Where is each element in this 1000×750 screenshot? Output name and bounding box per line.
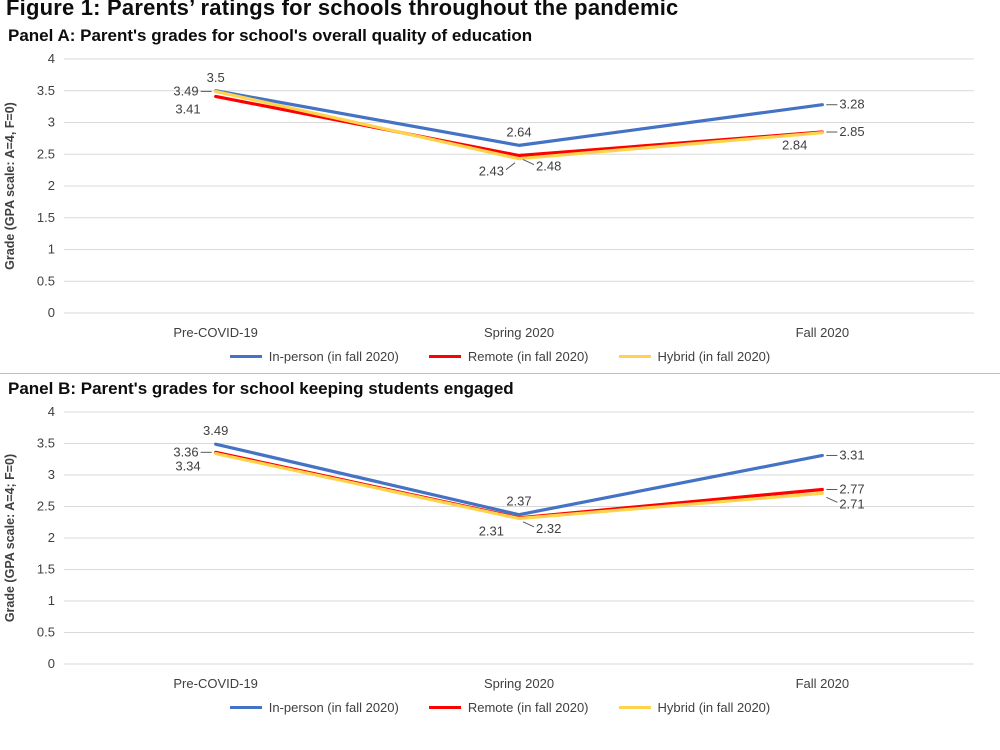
x-category-label: Pre-COVID-19 — [173, 676, 258, 691]
label-leader-line — [522, 521, 535, 528]
y-axis-label: Grade (GPA scale: A=4; F=0) — [3, 454, 17, 622]
y-axis-label: Grade (GPA scale: A=4, F=0) — [3, 102, 17, 270]
x-category-label: Fall 2020 — [796, 325, 849, 340]
data-label: 3.28 — [839, 97, 864, 112]
data-label: 3.49 — [203, 423, 228, 438]
y-tick-label: 1.5 — [37, 210, 55, 225]
y-tick-label: 1 — [48, 242, 55, 257]
y-tick-label: 0.5 — [37, 625, 55, 640]
data-label: 2.48 — [536, 159, 561, 174]
legend-label: In-person (in fall 2020) — [268, 700, 399, 715]
x-category-label: Spring 2020 — [484, 676, 554, 691]
y-tick-label: 2.5 — [37, 499, 55, 514]
figure-title: Figure 1: Parents’ ratings for schools t… — [6, 0, 679, 20]
panel-b: Panel B: Parent's grades for school keep… — [0, 379, 1000, 715]
series-line — [214, 451, 824, 521]
label-leader-line — [505, 162, 516, 171]
legend-item: In-person (in fall 2020) — [229, 349, 399, 364]
legend-label: In-person (in fall 2020) — [268, 349, 399, 364]
y-tick-label: 2 — [48, 178, 55, 193]
y-tick-label: 1.5 — [37, 562, 55, 577]
data-label: 2.64 — [506, 124, 531, 139]
line-chart: 0 0.5 1 1.5 2 2.5 3 3.5 4 Pre-COVID-19 Spring 2020… — [3, 404, 974, 691]
figure-container: Figure 1: Parents’ ratings for schools t… — [0, 0, 1000, 715]
data-label: 3.34 — [175, 459, 200, 474]
data-label: 2.43 — [479, 164, 504, 179]
y-tick-label: 4 — [48, 51, 55, 66]
legend-item: In-person (in fall 2020) — [229, 700, 399, 715]
data-label: 3.31 — [839, 447, 864, 462]
y-tick-label: 0 — [48, 305, 55, 320]
data-label: 3.41 — [175, 101, 200, 116]
data-label: 3.5 — [207, 70, 225, 85]
legend-swatch — [618, 354, 651, 359]
legend-label: Remote (in fall 2020) — [467, 700, 589, 715]
y-tick-label: 2 — [48, 530, 55, 545]
legend-swatch — [428, 705, 461, 710]
legend-item: Hybrid (in fall 2020) — [618, 349, 771, 364]
legend-swatch — [428, 354, 461, 359]
panel-a-legend: In-person (in fall 2020) Remote (in fall … — [0, 349, 1000, 364]
data-label: 2.32 — [536, 521, 561, 536]
series-line — [214, 89, 824, 161]
legend-label: Remote (in fall 2020) — [467, 349, 589, 364]
legend-item: Remote (in fall 2020) — [428, 700, 589, 715]
data-label: 2.71 — [839, 496, 864, 511]
y-tick-label: 0.5 — [37, 273, 55, 288]
y-tick-label: 3 — [48, 115, 55, 130]
data-label: 2.77 — [839, 481, 864, 496]
panel-b-chart: 0 0.5 1 1.5 2 2.5 3 3.5 4 Pre-COVID-19 Spring 2020… — [0, 400, 1000, 698]
label-leader-line — [522, 159, 535, 165]
data-label: 2.37 — [506, 494, 531, 509]
panel-b-title: Panel B: Parent's grades for school keep… — [8, 379, 514, 398]
data-label: 2.85 — [839, 124, 864, 139]
y-tick-label: 2.5 — [37, 146, 55, 161]
panel-b-legend: In-person (in fall 2020) Remote (in fall … — [0, 700, 1000, 715]
panel-a: Panel A: Parent's grades for school's ov… — [0, 26, 1000, 364]
data-label: 3.36 — [173, 444, 198, 459]
panel-divider — [0, 373, 1000, 374]
legend-label: Hybrid (in fall 2020) — [657, 700, 771, 715]
legend-swatch — [618, 705, 651, 710]
legend-swatch — [229, 354, 262, 359]
y-tick-label: 3 — [48, 467, 55, 482]
y-tick-label: 3.5 — [37, 83, 55, 98]
x-category-label: Pre-COVID-19 — [173, 325, 258, 340]
y-tick-label: 4 — [48, 404, 55, 419]
y-tick-label: 1 — [48, 593, 55, 608]
y-tick-label: 3.5 — [37, 436, 55, 451]
panel-a-title: Panel A: Parent's grades for school's ov… — [8, 26, 533, 45]
panel-a-chart: 0 0.5 1 1.5 2 2.5 3 3.5 4 Pre-COVID-19 Spring 2020… — [0, 47, 1000, 347]
line-chart: 0 0.5 1 1.5 2 2.5 3 3.5 4 Pre-COVID-19 Spring 2020… — [3, 51, 974, 340]
data-label: 3.49 — [173, 83, 198, 98]
legend-label: Hybrid (in fall 2020) — [657, 349, 771, 364]
legend-item: Remote (in fall 2020) — [428, 349, 589, 364]
label-leader-line — [826, 496, 838, 503]
series-line — [214, 89, 824, 147]
data-label: 2.84 — [782, 138, 807, 153]
legend-item: Hybrid (in fall 2020) — [618, 700, 771, 715]
x-category-label: Fall 2020 — [796, 676, 849, 691]
x-category-label: Spring 2020 — [484, 325, 554, 340]
series-line — [214, 442, 824, 517]
y-tick-label: 0 — [48, 656, 55, 671]
legend-swatch — [229, 705, 262, 710]
data-label: 2.31 — [479, 523, 504, 538]
